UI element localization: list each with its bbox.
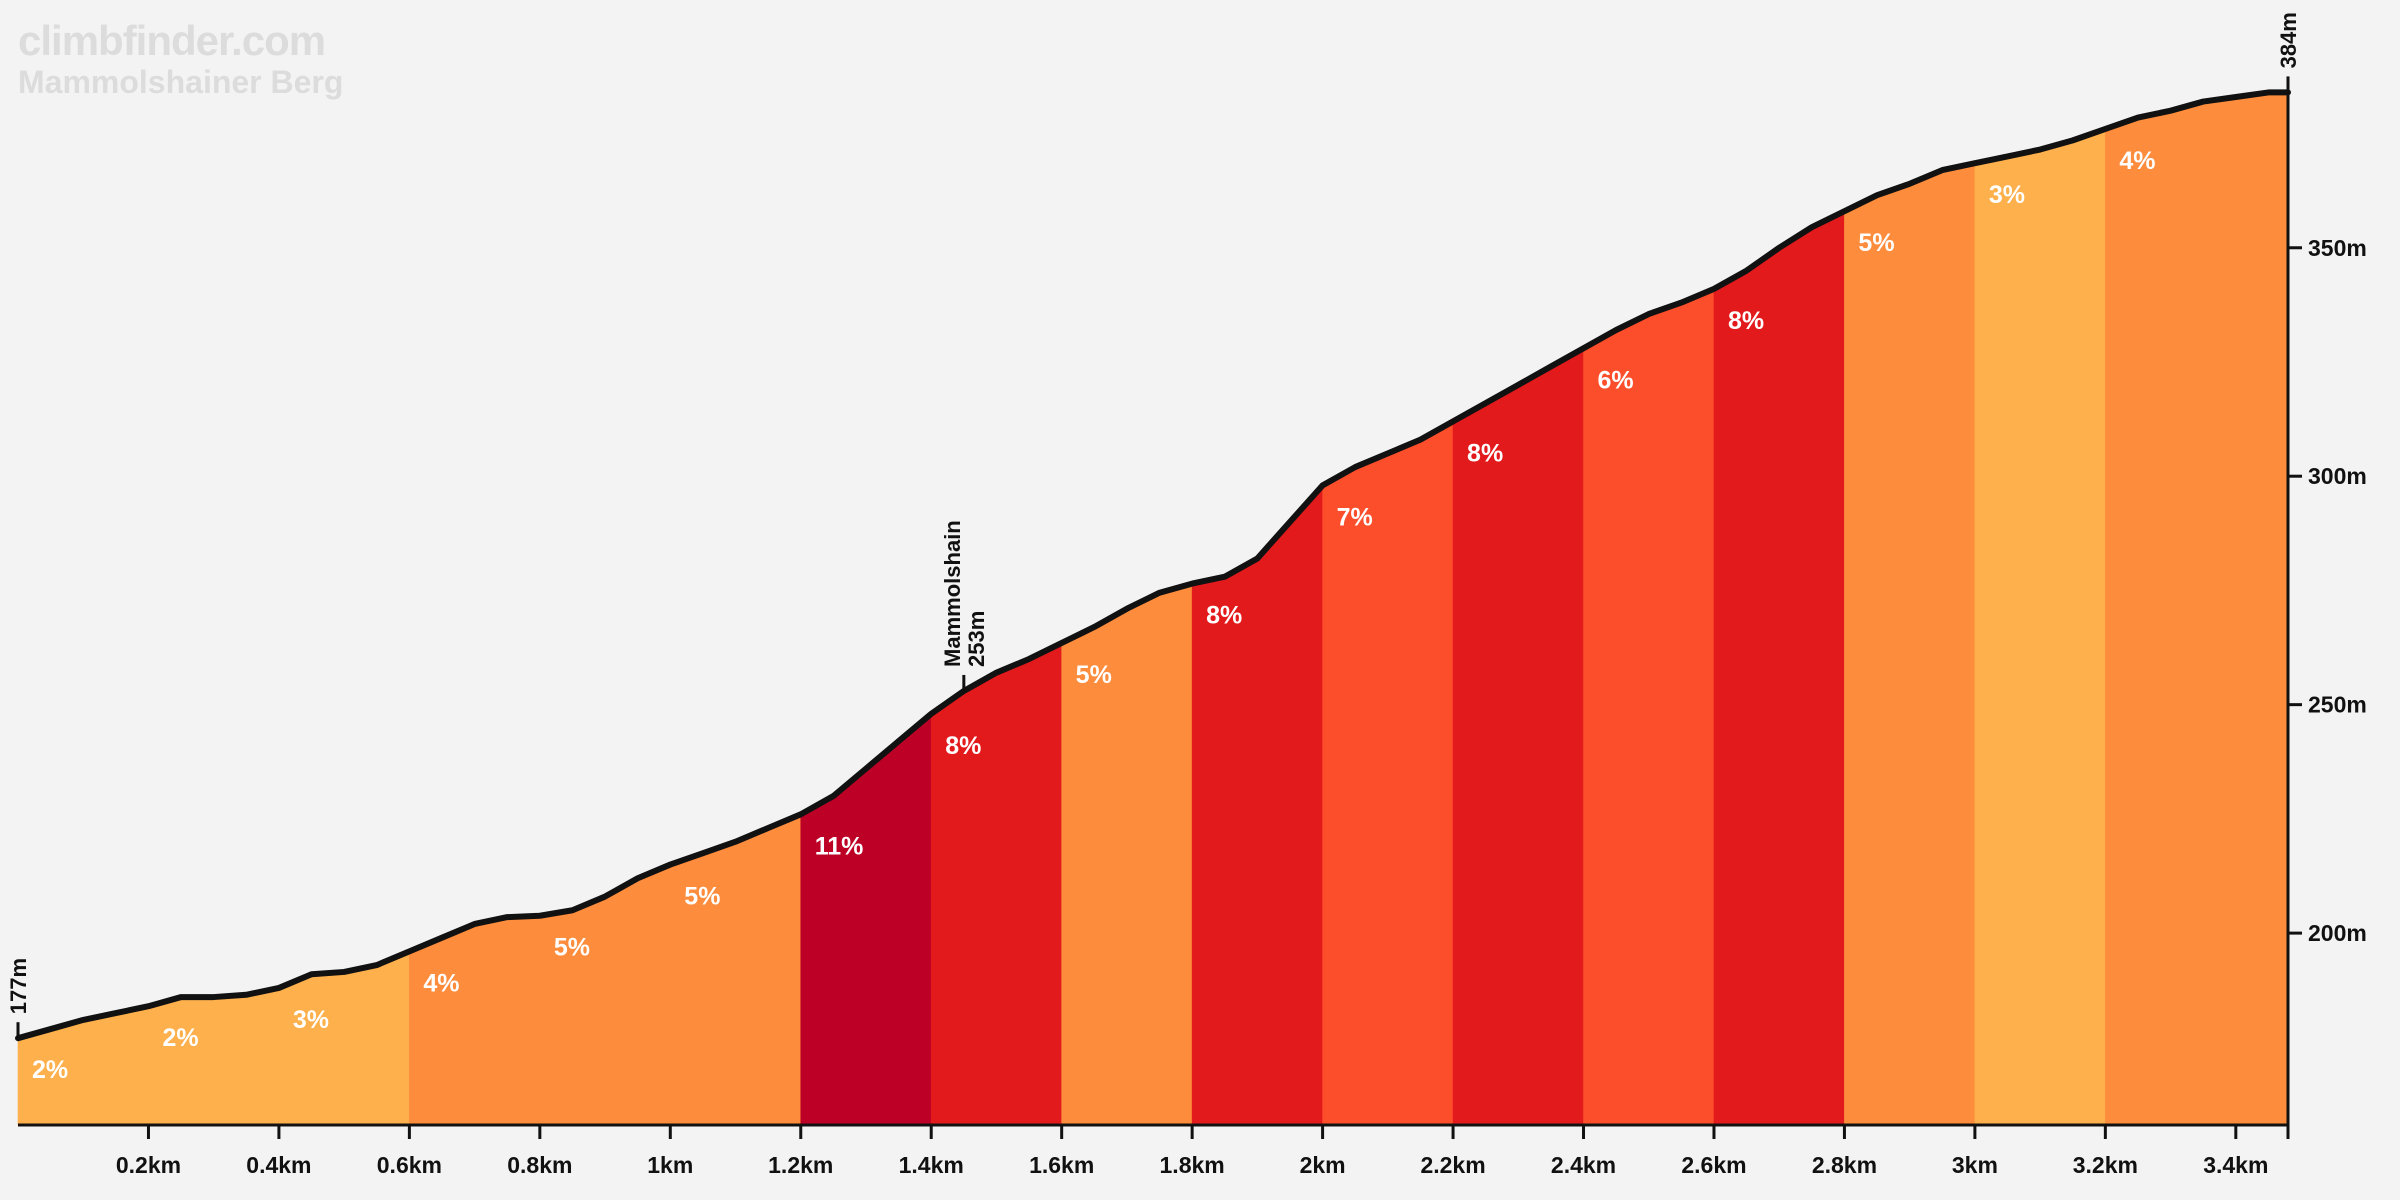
x-tick-label: 2km	[1300, 1152, 1346, 1178]
y-tick-label: 300m	[2308, 463, 2367, 489]
gradient-label: 5%	[1858, 229, 1894, 257]
y-tick-label: 350m	[2308, 235, 2367, 261]
x-tick-label: 0.2km	[116, 1152, 181, 1178]
gradient-segment	[409, 915, 541, 1126]
brand-watermark: climbfinder.com Mammolshainer Berg	[18, 17, 344, 101]
gradient-label: 4%	[423, 969, 459, 997]
gradient-label: 7%	[1337, 503, 1373, 531]
axes: 0.2km 0.4km 0.6km 0.8km 1km 1.2km 1.4km 1.6km 1.…	[18, 92, 2367, 1178]
gradient-segment	[539, 864, 671, 1126]
x-tick-label: 2.6km	[1681, 1152, 1746, 1178]
marker-elevation: 384m	[2276, 12, 2301, 68]
gradient-label: 8%	[1467, 439, 1503, 467]
profile-line	[15, 89, 2291, 1042]
x-tick-label: 0.8km	[507, 1152, 572, 1178]
gradient-segment	[1713, 210, 1845, 1126]
gradient-label: 6%	[1598, 366, 1634, 394]
x-tick-label: 0.4km	[246, 1152, 311, 1178]
marker-name: Mammolshain	[940, 520, 965, 667]
gradient-segment	[148, 987, 280, 1126]
gradient-segment	[1844, 162, 1976, 1126]
gradient-segment	[1974, 128, 2106, 1126]
x-tick-label: 2.8km	[1812, 1152, 1877, 1178]
y-tick-label: 200m	[2308, 920, 2367, 946]
gradient-label: 3%	[1989, 181, 2025, 209]
gradient-label: 5%	[554, 934, 590, 962]
gradient-segments	[17, 92, 2289, 1126]
x-tick-label: 3.4km	[2203, 1152, 2268, 1178]
gradient-label: 5%	[684, 883, 720, 911]
elevation-markers: 177m Mammolshain 253m 384m	[6, 12, 2301, 1039]
climb-name: Mammolshainer Berg	[18, 64, 344, 100]
x-tick-label: 1km	[647, 1152, 693, 1178]
gradient-label: 8%	[1728, 307, 1764, 335]
x-tick-label: 1.6km	[1029, 1152, 1094, 1178]
gradient-label: 2%	[162, 1024, 198, 1052]
profile-line-layer	[15, 89, 2291, 1042]
x-tick-label: 1.4km	[899, 1152, 964, 1178]
x-tick-label: 2.4km	[1551, 1152, 1616, 1178]
gradient-label: 11%	[815, 832, 864, 860]
site-name: climbfinder.com	[18, 17, 326, 64]
gradient-labels: 2% 2% 3% 4% 5% 5% 11% 8% 5% 8% 7% 8% 6% 8% 5% 3% 4%	[32, 147, 2155, 1084]
x-tick-label: 3km	[1952, 1152, 1998, 1178]
gradient-label: 3%	[293, 1006, 329, 1034]
x-tick-label: 3.2km	[2073, 1152, 2138, 1178]
y-tick-label: 250m	[2308, 692, 2367, 718]
gradient-segment	[2105, 92, 2289, 1126]
x-tick-label: 0.6km	[377, 1152, 442, 1178]
x-tick-label: 2.2km	[1420, 1152, 1485, 1178]
x-tick-label: 1.2km	[768, 1152, 833, 1178]
gradient-segment	[800, 713, 932, 1126]
gradient-label: 4%	[2119, 147, 2155, 175]
x-tick-label: 1.8km	[1160, 1152, 1225, 1178]
gradient-label: 8%	[945, 732, 981, 760]
marker-elevation: 177m	[6, 958, 31, 1014]
gradient-segment	[930, 642, 1062, 1126]
marker-elevation: 253m	[964, 611, 989, 667]
gradient-label: 8%	[1206, 602, 1242, 630]
gradient-label: 5%	[1076, 661, 1112, 689]
gradient-label: 2%	[32, 1056, 68, 1084]
gradient-segment	[1583, 288, 1715, 1126]
gradient-segment	[669, 813, 802, 1126]
